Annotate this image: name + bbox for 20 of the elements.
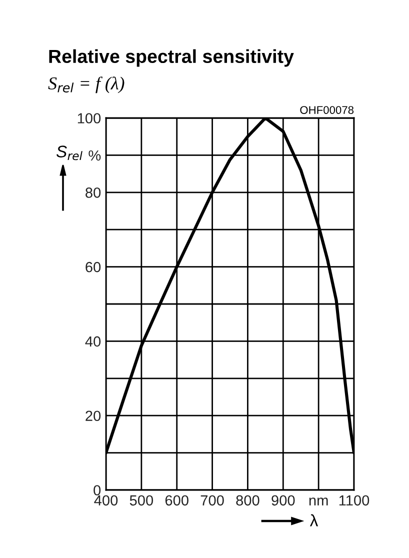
x-axis-title: λ (310, 514, 318, 526)
y-axis-title: S$_{rel}$ (56, 146, 82, 160)
x-tick-label: 900 (272, 495, 295, 506)
y-tick-label: 40 (85, 336, 101, 347)
text: OHF00078 (300, 106, 354, 114)
y-tick-label: 20 (86, 410, 101, 422)
y-tick-label: 80 (86, 188, 101, 198)
chart-subtitle: S$_{rel}$ = f (λ) (48, 76, 124, 94)
y-tick-label: % (88, 150, 101, 161)
x-tick-label: 700 (200, 495, 224, 506)
y-tick-label: 0 (94, 485, 101, 496)
x-tick-label: 600 (165, 495, 188, 506)
y-tick-label: 100 (78, 113, 101, 124)
y-tick-label: 60 (86, 262, 101, 272)
x-tick-label: 400 (94, 495, 118, 506)
x-tick-label: nm (309, 498, 328, 506)
x-tick-label: 800 (236, 495, 260, 506)
chart-title: Relative spectral sensitivity (49, 49, 294, 67)
x-tick-label: 500 (130, 495, 154, 506)
x-tick-label: 1100 (339, 495, 370, 506)
